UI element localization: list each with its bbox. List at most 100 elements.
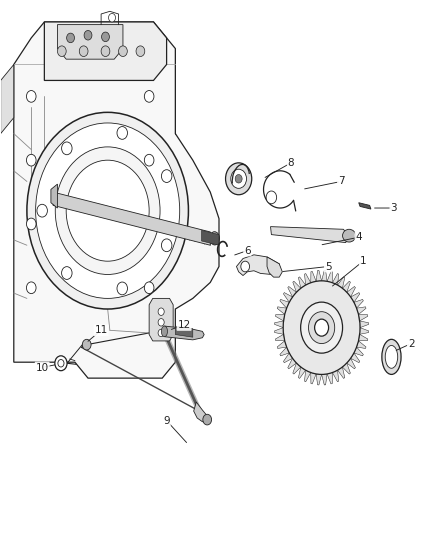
Circle shape xyxy=(162,239,172,252)
Polygon shape xyxy=(1,64,14,134)
Circle shape xyxy=(145,91,154,102)
Polygon shape xyxy=(201,230,219,245)
Ellipse shape xyxy=(382,340,401,374)
Polygon shape xyxy=(276,334,285,341)
Polygon shape xyxy=(194,402,208,422)
Polygon shape xyxy=(327,271,332,282)
Text: 8: 8 xyxy=(288,158,294,168)
Polygon shape xyxy=(327,373,332,384)
Text: 4: 4 xyxy=(355,232,362,243)
Ellipse shape xyxy=(161,326,167,337)
Polygon shape xyxy=(275,321,283,328)
Polygon shape xyxy=(277,341,286,349)
Ellipse shape xyxy=(343,229,356,242)
Polygon shape xyxy=(359,203,371,209)
Polygon shape xyxy=(283,293,293,302)
Circle shape xyxy=(109,13,116,22)
Text: 12: 12 xyxy=(177,320,191,330)
Polygon shape xyxy=(357,341,366,349)
Polygon shape xyxy=(275,328,283,334)
Polygon shape xyxy=(164,326,204,340)
Polygon shape xyxy=(316,270,321,281)
Polygon shape xyxy=(304,273,311,285)
Circle shape xyxy=(102,32,110,42)
Polygon shape xyxy=(351,293,360,302)
Text: 7: 7 xyxy=(338,176,345,187)
Circle shape xyxy=(145,282,154,294)
Polygon shape xyxy=(293,363,301,374)
Circle shape xyxy=(26,91,36,102)
Polygon shape xyxy=(357,307,366,314)
Polygon shape xyxy=(267,257,283,277)
Polygon shape xyxy=(321,374,327,385)
Circle shape xyxy=(145,155,154,166)
Polygon shape xyxy=(175,326,193,337)
Polygon shape xyxy=(280,347,289,356)
Circle shape xyxy=(300,302,343,353)
Polygon shape xyxy=(347,286,355,297)
Circle shape xyxy=(79,46,88,56)
Circle shape xyxy=(26,282,36,294)
Polygon shape xyxy=(316,374,321,385)
Text: 9: 9 xyxy=(163,416,170,426)
Polygon shape xyxy=(277,307,286,314)
Polygon shape xyxy=(276,314,285,321)
Circle shape xyxy=(226,163,252,195)
Circle shape xyxy=(158,319,164,326)
Circle shape xyxy=(231,169,247,188)
Circle shape xyxy=(55,147,160,274)
Circle shape xyxy=(101,46,110,56)
Polygon shape xyxy=(53,192,210,245)
Polygon shape xyxy=(293,281,301,292)
Polygon shape xyxy=(57,25,123,59)
Circle shape xyxy=(82,340,91,350)
Circle shape xyxy=(119,46,127,56)
Circle shape xyxy=(241,261,250,272)
Text: 10: 10 xyxy=(35,362,49,373)
Circle shape xyxy=(84,30,92,40)
Ellipse shape xyxy=(210,232,219,245)
Polygon shape xyxy=(14,22,219,378)
Circle shape xyxy=(158,329,164,337)
Polygon shape xyxy=(354,300,363,308)
Ellipse shape xyxy=(385,345,398,368)
Polygon shape xyxy=(298,277,306,288)
Circle shape xyxy=(58,360,64,367)
Polygon shape xyxy=(358,314,368,321)
Polygon shape xyxy=(311,271,316,282)
Circle shape xyxy=(35,123,180,298)
Polygon shape xyxy=(288,358,297,369)
Polygon shape xyxy=(360,328,369,334)
Polygon shape xyxy=(360,321,369,328)
Circle shape xyxy=(266,191,277,204)
Circle shape xyxy=(235,174,242,183)
Polygon shape xyxy=(237,255,280,276)
Polygon shape xyxy=(343,281,350,292)
Circle shape xyxy=(308,312,335,344)
Text: 2: 2 xyxy=(408,338,414,349)
Polygon shape xyxy=(149,298,173,341)
Circle shape xyxy=(26,218,36,230)
Polygon shape xyxy=(332,273,339,285)
Polygon shape xyxy=(283,353,293,362)
Polygon shape xyxy=(343,363,350,374)
Text: 5: 5 xyxy=(325,262,332,271)
Circle shape xyxy=(117,282,127,295)
Circle shape xyxy=(283,281,360,374)
Polygon shape xyxy=(338,277,345,288)
Circle shape xyxy=(62,266,72,279)
Circle shape xyxy=(66,160,149,261)
Polygon shape xyxy=(44,22,166,80)
Circle shape xyxy=(117,126,127,139)
Polygon shape xyxy=(332,370,339,382)
Text: 11: 11 xyxy=(95,325,108,335)
Polygon shape xyxy=(358,334,368,341)
Polygon shape xyxy=(311,373,316,384)
Circle shape xyxy=(158,308,164,316)
Circle shape xyxy=(27,112,188,309)
Polygon shape xyxy=(351,353,360,362)
Polygon shape xyxy=(347,358,355,369)
Polygon shape xyxy=(288,286,297,297)
Circle shape xyxy=(136,46,145,56)
Circle shape xyxy=(57,46,66,56)
